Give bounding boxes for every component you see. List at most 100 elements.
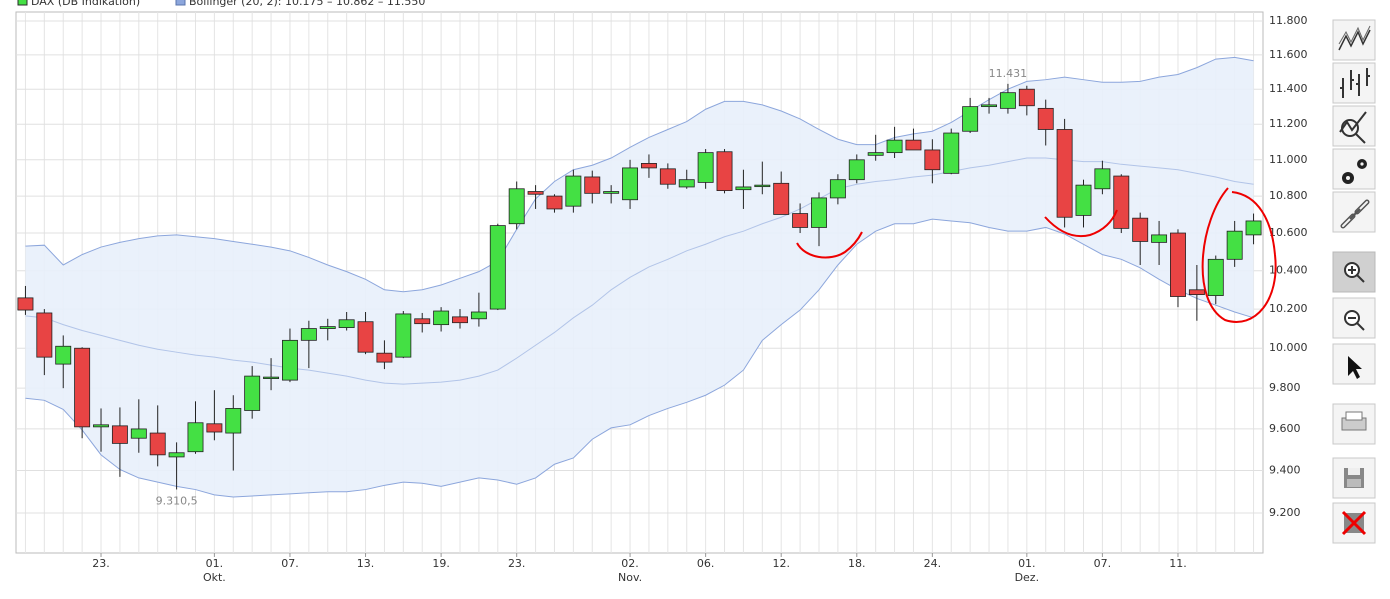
candle-body xyxy=(527,191,544,195)
candle-body xyxy=(640,163,657,169)
x-tick-label: 01. xyxy=(1018,557,1036,570)
tool-save[interactable] xyxy=(1332,457,1376,499)
candle-body xyxy=(206,423,223,433)
candle-body xyxy=(1226,230,1243,260)
candle-body xyxy=(924,149,941,171)
candle-body xyxy=(17,297,34,311)
candle-body xyxy=(282,339,298,381)
candle-body xyxy=(149,432,166,456)
candle-body xyxy=(1056,129,1073,218)
candle-body xyxy=(943,132,960,174)
y-tick-label: 10.400 xyxy=(1269,264,1308,277)
candle-body xyxy=(433,310,450,326)
x-month-label: Dez. xyxy=(1015,571,1040,584)
y-tick-label: 11.800 xyxy=(1269,14,1308,27)
tool-print[interactable] xyxy=(1332,403,1376,445)
tool-zoom-out[interactable] xyxy=(1332,297,1376,339)
y-tick-label: 9.400 xyxy=(1269,464,1301,477)
candle-body xyxy=(659,168,676,185)
tool-link[interactable] xyxy=(1332,191,1376,233)
candle-body xyxy=(1170,232,1186,297)
y-tick-label: 10.000 xyxy=(1269,341,1308,354)
candle-body xyxy=(357,321,374,353)
foreground-layer: 23. 01.Okt.07. 13. 19. 23. 02.Nov.06. 12. 18. 24… xyxy=(17,14,1308,584)
candle-body xyxy=(74,347,91,428)
x-month-label: Nov. xyxy=(618,571,642,584)
tool-settings[interactable] xyxy=(1332,148,1376,190)
y-tick-label: 10.600 xyxy=(1269,226,1308,239)
hand-drawn-mark xyxy=(1201,187,1277,323)
candle-body xyxy=(1151,234,1168,243)
candle-body xyxy=(1132,217,1149,242)
y-tick-label: 11.400 xyxy=(1269,82,1308,95)
x-tick-label: 19. xyxy=(432,557,450,570)
y-tick-label: 9.200 xyxy=(1269,506,1301,519)
candle-body xyxy=(414,318,431,325)
candle-body xyxy=(508,188,525,225)
tool-indicator[interactable] xyxy=(1332,105,1376,147)
y-tick-label: 10.200 xyxy=(1269,302,1308,315)
candle-body xyxy=(319,326,336,329)
candle-body xyxy=(1207,258,1224,296)
x-tick-label: 02. xyxy=(621,557,639,570)
candle-body xyxy=(981,104,997,108)
candle-body xyxy=(716,151,733,192)
candle-body xyxy=(111,425,128,444)
candle-body xyxy=(1094,168,1111,190)
candle-body xyxy=(1245,220,1262,236)
candle-body xyxy=(546,195,563,210)
band-upper-line xyxy=(25,56,1254,293)
candle-body xyxy=(867,152,884,156)
x-tick-label: 23. xyxy=(508,557,526,570)
y-tick-label: 11.200 xyxy=(1269,117,1308,130)
tool-ohlc[interactable] xyxy=(1332,62,1376,104)
candle-body xyxy=(905,139,922,151)
x-tick-label: 07. xyxy=(281,557,299,570)
band-lower-line xyxy=(25,218,1254,498)
candle-body xyxy=(773,182,790,215)
y-tick-label: 11.600 xyxy=(1269,48,1308,61)
extreme-label: 11.431 xyxy=(989,67,1028,80)
candle-body xyxy=(130,428,147,439)
candle-body xyxy=(300,328,317,341)
x-tick-label: 06. xyxy=(697,557,715,570)
x-month-label: Okt. xyxy=(203,571,226,584)
tool-zoom-in[interactable] xyxy=(1332,251,1376,293)
hand-drawn-mark xyxy=(1044,209,1118,238)
candle-body xyxy=(792,213,809,228)
y-tick-label: 11.000 xyxy=(1269,153,1308,166)
candle-body xyxy=(489,225,506,310)
candle-body xyxy=(886,139,903,154)
candle-body xyxy=(622,167,639,201)
candle-body xyxy=(1113,175,1130,229)
tool-delete[interactable] xyxy=(1332,502,1376,544)
x-tick-label: 18. xyxy=(848,557,866,570)
candle-body xyxy=(754,184,771,188)
tool-line-chart[interactable] xyxy=(1332,19,1376,61)
y-tick-label: 9.800 xyxy=(1269,381,1301,394)
candle-body xyxy=(93,424,109,428)
extreme-label: 9.310,5 xyxy=(156,494,198,507)
candle-body xyxy=(376,352,393,363)
candle-body xyxy=(962,106,979,132)
toolbar xyxy=(1332,19,1376,544)
candle-body xyxy=(584,176,601,194)
candle-body xyxy=(1018,88,1035,107)
candle-body xyxy=(36,312,53,358)
hand-drawn-mark xyxy=(796,231,863,259)
candle-body xyxy=(470,311,487,320)
candle-body xyxy=(338,319,355,328)
legend-label: DAX (DB Indikation) xyxy=(31,0,140,8)
candle-body xyxy=(1037,107,1054,130)
x-tick-label: 01. xyxy=(206,557,224,570)
candle-body xyxy=(395,313,412,358)
candle-body xyxy=(263,376,280,380)
tool-pointer[interactable] xyxy=(1332,343,1376,385)
candle-body xyxy=(55,345,72,365)
candle-body xyxy=(848,159,865,181)
candle-body xyxy=(697,152,714,183)
x-tick-label: 11. xyxy=(1169,557,1187,570)
legend-label: Bollinger (20, 2): 10.175 – 10.862 – 11.… xyxy=(189,0,425,8)
candle-body xyxy=(735,186,752,191)
x-tick-label: 24. xyxy=(924,557,942,570)
